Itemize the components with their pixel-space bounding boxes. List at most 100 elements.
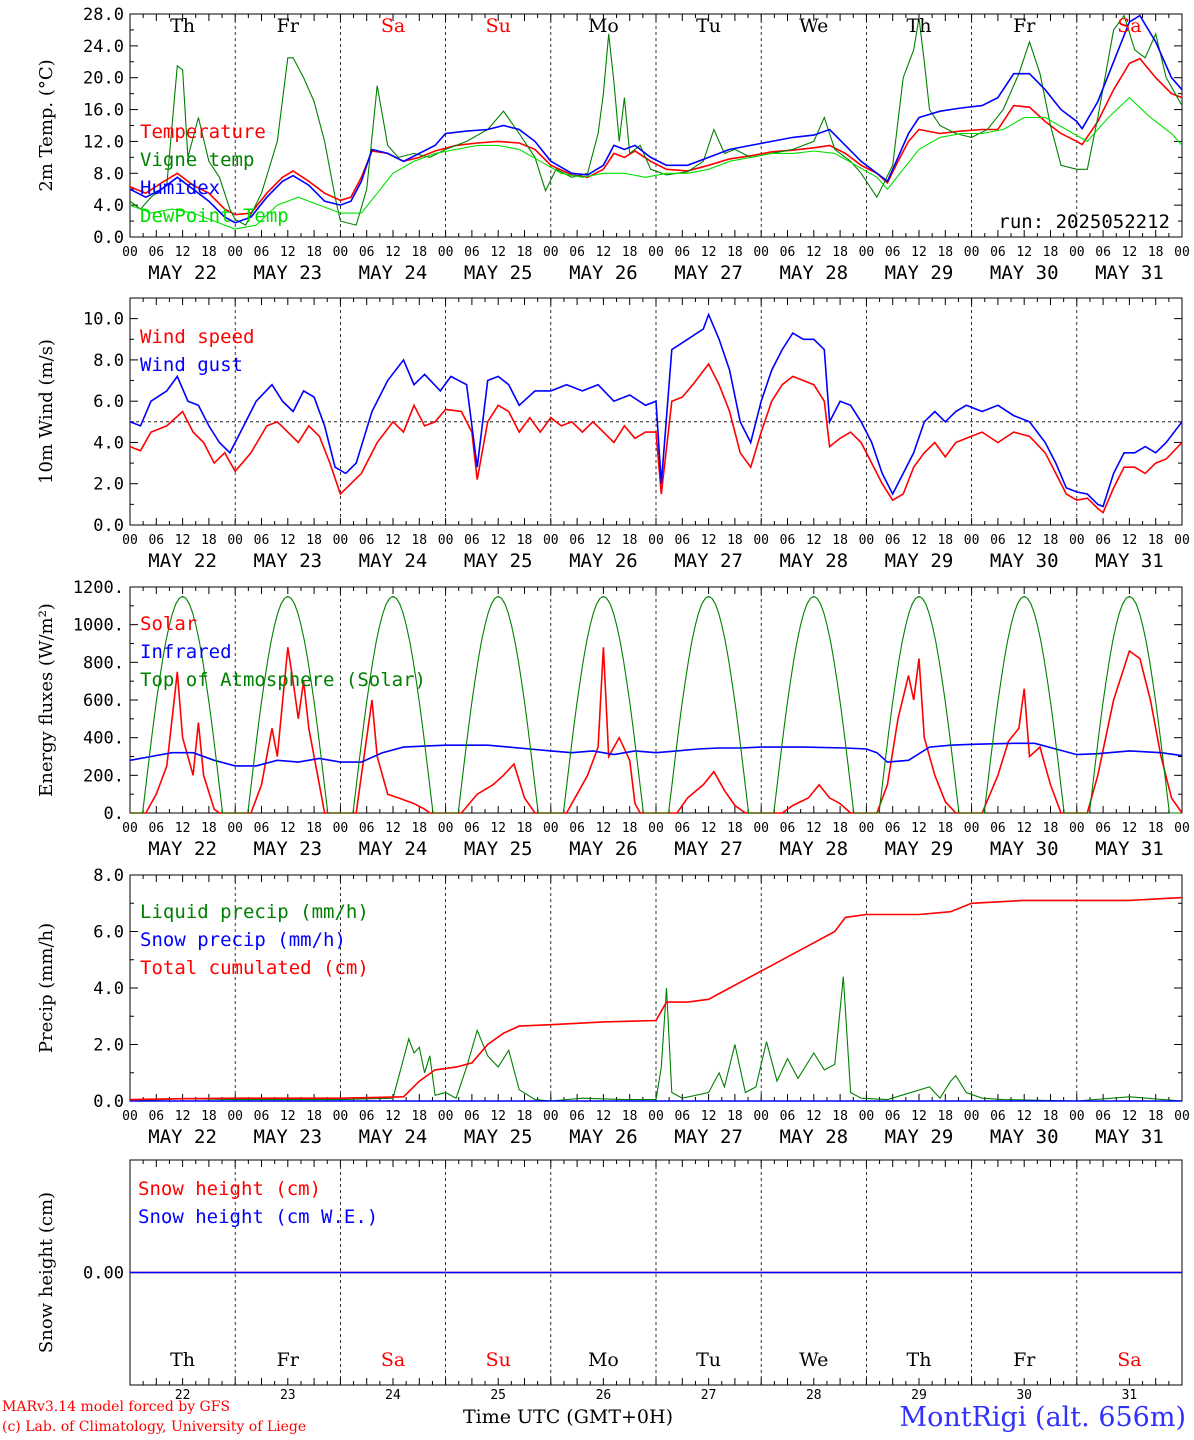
x-hour-label: 18 — [727, 533, 743, 548]
x-hour-label: 12 — [175, 821, 191, 836]
x-hour-label: 18 — [622, 1109, 638, 1124]
y-tick-label: 4.0 — [93, 196, 124, 216]
x-hour-label: 18 — [411, 1109, 427, 1124]
weekday-label-top: Fr — [277, 15, 300, 37]
x-hour-label: 06 — [780, 821, 796, 836]
legend-entry: Wind speed — [140, 326, 254, 348]
x-hour-label: 18 — [832, 821, 848, 836]
x-hour-label: 00 — [543, 533, 559, 548]
y-tick-label: 0.00 — [83, 1264, 124, 1284]
x-hour-label: 12 — [806, 821, 822, 836]
x-hour-label: 18 — [937, 1109, 953, 1124]
x-hour-label: 00 — [1069, 1109, 1085, 1124]
x-hour-label: 00 — [227, 1109, 243, 1124]
y-tick-label: 0.0 — [93, 516, 124, 536]
day-number-label: 24 — [385, 1388, 401, 1403]
x-date-label: MAY 27 — [674, 1126, 743, 1148]
y-tick-label: 8.0 — [93, 866, 124, 886]
y-axis-label: 2m Temp. (°C) — [36, 59, 57, 191]
x-hour-label: 12 — [806, 533, 822, 548]
x-hour-label: 18 — [1043, 245, 1059, 260]
weekday-label-bottom: Fr — [1013, 1349, 1036, 1371]
y-tick-label: 6.0 — [93, 392, 124, 412]
x-hour-label: 18 — [622, 821, 638, 836]
x-hour-label: 00 — [122, 533, 138, 548]
x-date-label: MAY 25 — [464, 1126, 533, 1148]
x-date-label: MAY 31 — [1095, 838, 1164, 860]
x-hour-label: 00 — [333, 1109, 349, 1124]
x-hour-label: 06 — [885, 1109, 901, 1124]
x-hour-label: 00 — [227, 821, 243, 836]
x-hour-label: 06 — [359, 1109, 375, 1124]
day-number-label: 25 — [490, 1388, 506, 1403]
day-number-label: 22 — [175, 1388, 191, 1403]
x-hour-label: 06 — [254, 821, 270, 836]
legend-entry: DewPoint Temp — [140, 205, 289, 227]
x-hour-label: 00 — [438, 245, 454, 260]
legend-entry: Top of Atmosphere (Solar) — [140, 669, 426, 691]
x-hour-label: 00 — [333, 533, 349, 548]
x-hour-label: 06 — [569, 1109, 585, 1124]
x-hour-label: 12 — [1122, 533, 1138, 548]
x-hour-label: 18 — [1148, 821, 1164, 836]
x-hour-label: 12 — [490, 533, 506, 548]
x-hour-label: 06 — [885, 821, 901, 836]
x-hour-label: 06 — [359, 821, 375, 836]
y-tick-label: 4.0 — [93, 433, 124, 453]
day-number-label: 30 — [1016, 1388, 1032, 1403]
x-hour-label: 06 — [1095, 533, 1111, 548]
x-hour-label: 00 — [543, 821, 559, 836]
x-hour-label: 00 — [122, 245, 138, 260]
x-hour-label: 18 — [1043, 1109, 1059, 1124]
x-hour-label: 18 — [727, 245, 743, 260]
x-hour-label: 18 — [306, 1109, 322, 1124]
x-hour-label: 00 — [1069, 533, 1085, 548]
x-hour-label: 00 — [1174, 245, 1190, 260]
x-hour-label: 00 — [964, 821, 980, 836]
x-hour-label: 18 — [937, 821, 953, 836]
x-hour-label: 06 — [569, 533, 585, 548]
x-date-label: MAY 26 — [569, 1126, 638, 1148]
x-hour-label: 06 — [674, 1109, 690, 1124]
x-hour-label: 12 — [175, 245, 191, 260]
y-tick-label: 4.0 — [93, 979, 124, 999]
series-line-wind-speed — [129, 362, 1183, 514]
weekday-label-top: Tu — [696, 15, 721, 37]
weekday-label-bottom: Mo — [588, 1349, 619, 1371]
x-hour-label: 06 — [148, 245, 164, 260]
x-hour-label: 12 — [596, 1109, 612, 1124]
x-hour-label: 06 — [148, 1109, 164, 1124]
x-hour-label: 06 — [990, 533, 1006, 548]
x-hour-label: 06 — [674, 245, 690, 260]
legend-entry: Total cumulated (cm) — [140, 957, 369, 979]
x-hour-label: 00 — [964, 533, 980, 548]
x-hour-label: 00 — [859, 821, 875, 836]
x-date-label: MAY 23 — [253, 1126, 322, 1148]
weekday-label-top: Fr — [1013, 15, 1036, 37]
x-hour-label: 18 — [517, 1109, 533, 1124]
x-hour-label: 00 — [333, 245, 349, 260]
x-hour-label: 00 — [122, 821, 138, 836]
y-tick-label: 0.0 — [93, 228, 124, 248]
x-hour-label: 00 — [859, 533, 875, 548]
x-date-label: MAY 31 — [1095, 1126, 1164, 1148]
x-hour-label: 00 — [859, 245, 875, 260]
x-hour-label: 06 — [359, 245, 375, 260]
x-hour-label: 12 — [1016, 245, 1032, 260]
x-hour-label: 06 — [990, 245, 1006, 260]
series-line-solar — [130, 647, 1183, 814]
x-date-label: MAY 28 — [779, 838, 848, 860]
series-line-temperature — [129, 57, 1183, 216]
x-hour-label: 18 — [306, 533, 322, 548]
x-date-label: MAY 25 — [464, 262, 533, 284]
x-date-label: MAY 28 — [779, 262, 848, 284]
legend-entry: Snow precip (mm/h) — [140, 929, 346, 951]
x-hour-label: 06 — [885, 533, 901, 548]
x-date-label: MAY 24 — [359, 1126, 428, 1148]
y-tick-label: 8.0 — [93, 351, 124, 371]
x-hour-label: 00 — [543, 245, 559, 260]
x-hour-label: 00 — [753, 1109, 769, 1124]
x-hour-label: 18 — [1148, 1109, 1164, 1124]
x-hour-label: 06 — [569, 821, 585, 836]
